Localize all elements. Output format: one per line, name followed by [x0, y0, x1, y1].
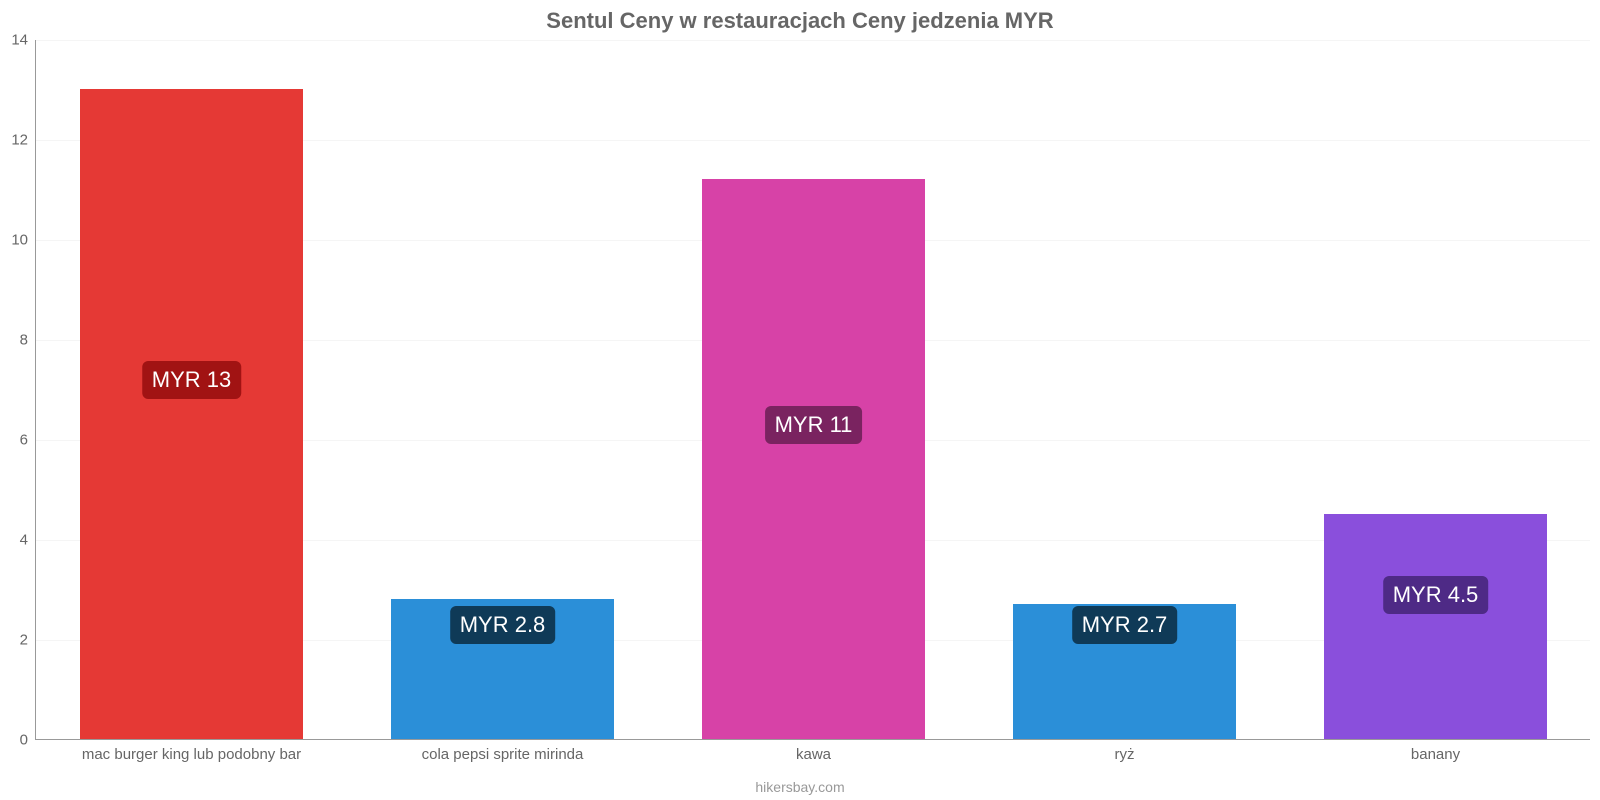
plot-area: 02468101214MYR 13mac burger king lub pod… — [35, 40, 1590, 740]
chart-credit: hikersbay.com — [0, 779, 1600, 795]
bar-value-badge: MYR 13 — [142, 361, 241, 399]
chart-container: Sentul Ceny w restauracjach Ceny jedzeni… — [0, 0, 1600, 800]
bar-value-badge: MYR 2.7 — [1072, 606, 1178, 644]
bar-value-badge: MYR 2.8 — [450, 606, 556, 644]
bar — [702, 179, 926, 739]
y-tick-label: 6 — [20, 433, 36, 448]
x-tick-label: mac burger king lub podobny bar — [82, 739, 301, 762]
y-tick-label: 0 — [20, 733, 36, 748]
y-tick-label: 12 — [11, 133, 36, 148]
x-tick-label: kawa — [796, 739, 831, 762]
x-tick-label: banany — [1411, 739, 1460, 762]
gridline — [36, 40, 1590, 41]
x-tick-label: ryż — [1115, 739, 1135, 762]
y-tick-label: 14 — [11, 33, 36, 48]
y-tick-label: 2 — [20, 633, 36, 648]
bar-value-badge: MYR 4.5 — [1383, 576, 1489, 614]
bar — [1324, 514, 1548, 739]
y-tick-label: 10 — [11, 233, 36, 248]
bar — [80, 89, 304, 739]
bar-value-badge: MYR 11 — [765, 406, 863, 444]
x-tick-label: cola pepsi sprite mirinda — [422, 739, 584, 762]
y-tick-label: 4 — [20, 533, 36, 548]
y-tick-label: 8 — [20, 333, 36, 348]
chart-title: Sentul Ceny w restauracjach Ceny jedzeni… — [0, 8, 1600, 34]
